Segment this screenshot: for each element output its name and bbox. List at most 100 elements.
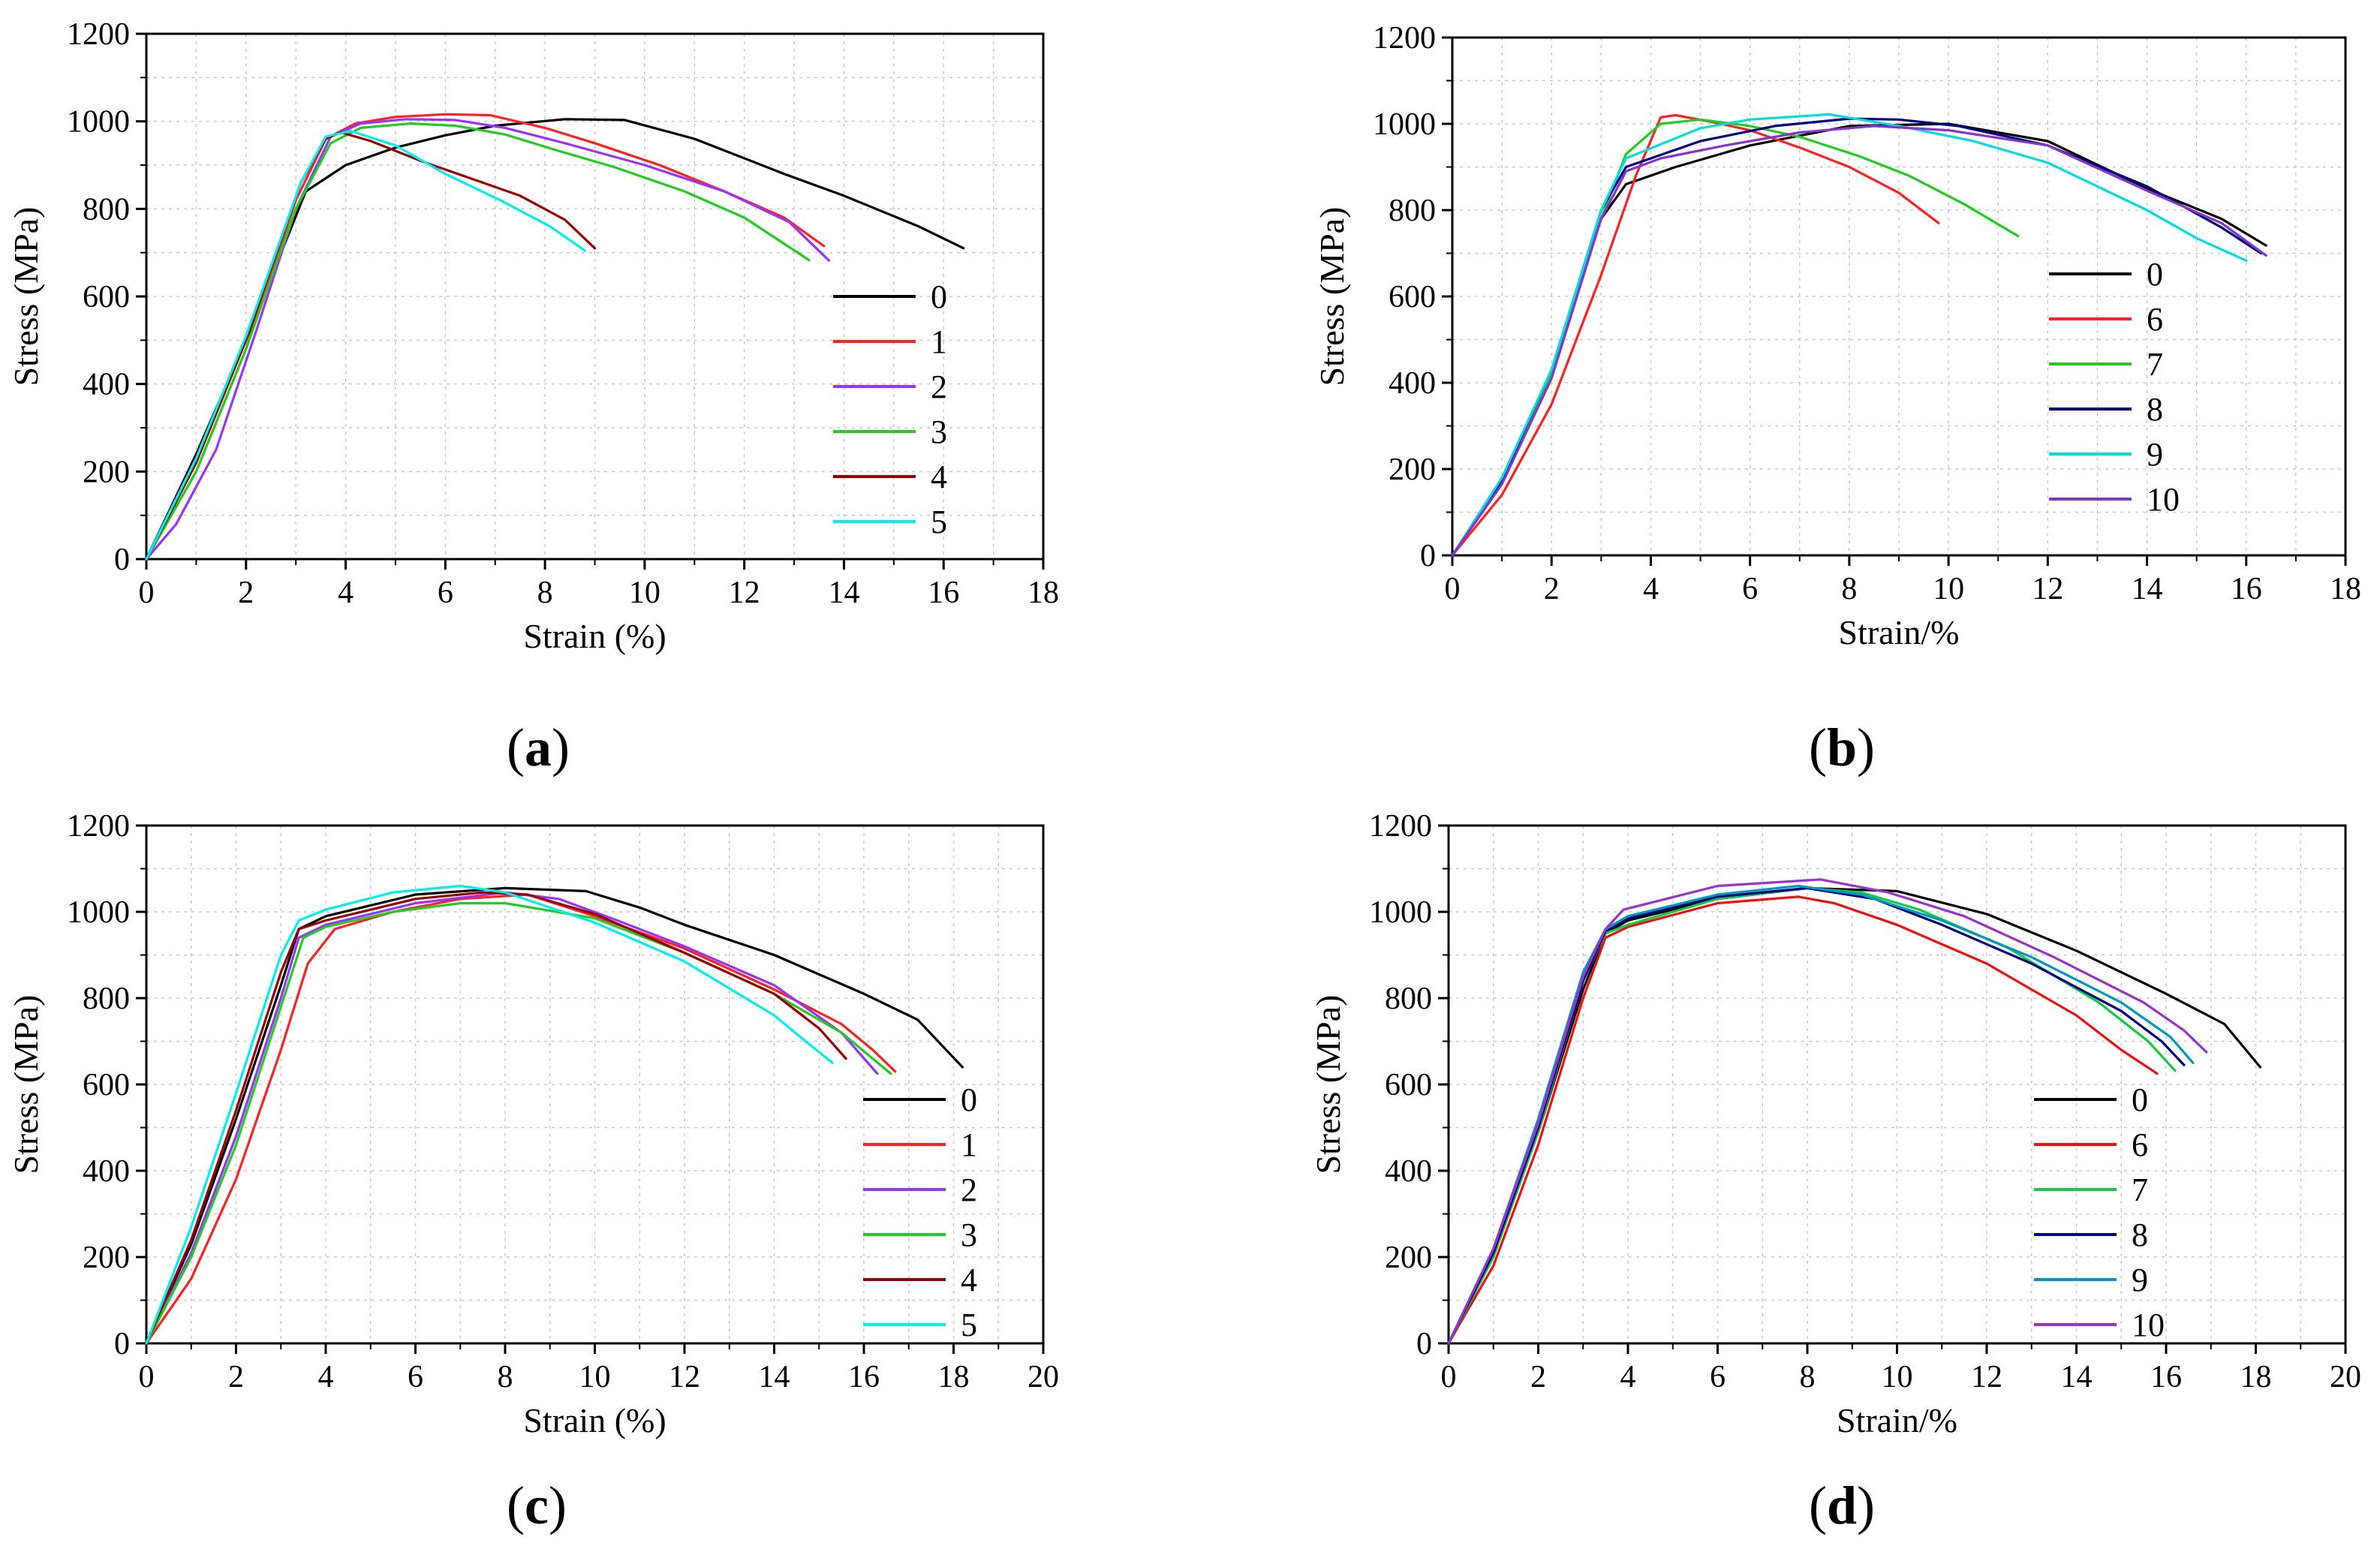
series-line-10 [1447, 878, 2208, 1345]
series-line-9 [1451, 113, 2248, 557]
y-axis-label: Stress (MPa) [7, 995, 45, 1175]
x-axis-label: Strain (%) [523, 1401, 666, 1439]
y-tick-label: 600 [83, 280, 130, 314]
legend-label-8: 8 [2132, 1217, 2148, 1253]
x-tick-label: 2 [1544, 572, 1560, 606]
x-tick-label: 20 [1028, 1360, 1059, 1394]
series-line-5 [145, 884, 834, 1345]
series-line-7 [1447, 886, 2177, 1345]
legend-label-3: 3 [961, 1217, 977, 1253]
chart-panel-a: 0 2 4 6 8 10 12 14 16 18 0 200 400 600 800 1000 1200 Stra… [0, 0, 1088, 683]
y-tick-label: 200 [83, 1241, 130, 1275]
legend-label-0: 0 [2147, 256, 2163, 293]
y-tick-label: 400 [83, 1154, 130, 1189]
panel-label-c: (c) [507, 1475, 567, 1535]
x-tick-label: 6 [1742, 572, 1758, 606]
series-line-2 [145, 891, 879, 1345]
series-line-9 [1447, 884, 2195, 1345]
x-tick-label: 0 [1445, 572, 1461, 606]
y-tick-label: 400 [1389, 366, 1436, 401]
y-tick-label: 600 [1385, 1068, 1432, 1102]
x-tick-label: 14 [2132, 572, 2163, 606]
x-tick-label: 8 [1841, 572, 1857, 606]
x-tick-label: 16 [848, 1360, 880, 1394]
series-line-5 [145, 129, 586, 561]
legend-label-2: 2 [931, 368, 947, 405]
x-tick-label: 2 [238, 576, 254, 610]
y-tick-label: 200 [1385, 1241, 1432, 1275]
x-tick-label: 2 [228, 1360, 244, 1394]
x-tick-label: 10 [579, 1360, 611, 1394]
y-tick-label: 200 [1389, 453, 1436, 487]
x-tick-label: 12 [669, 1360, 700, 1394]
legend-label-1: 1 [931, 323, 947, 360]
panel-label-d: (d) [1809, 1475, 1876, 1535]
legend-label-2: 2 [961, 1172, 977, 1208]
y-tick-label: 1000 [67, 895, 130, 930]
x-tick-label: 6 [438, 576, 453, 610]
y-tick-label: 1200 [67, 809, 130, 844]
legend-label-1: 1 [961, 1126, 977, 1163]
x-axis-label: Strain (%) [523, 617, 666, 655]
y-tick-label: 400 [1385, 1154, 1432, 1189]
x-axis-label: Strain/% [1837, 1401, 1957, 1439]
y-axis-label: Stress (MPa) [1313, 207, 1351, 386]
x-tick-label: 6 [408, 1360, 423, 1394]
series-line-8 [1447, 886, 2186, 1345]
x-tick-label: 16 [928, 576, 959, 610]
x-tick-label: 18 [938, 1360, 970, 1394]
legend-label-9: 9 [2147, 436, 2163, 473]
x-tick-label: 4 [338, 576, 354, 610]
x-tick-label: 16 [2231, 572, 2262, 606]
x-tick-label: 4 [1620, 1360, 1636, 1394]
y-tick-label: 1000 [1373, 107, 1436, 142]
chart-svg-d: 0 2 4 6 8 10 12 14 16 18 20020040060080010001200St… [1309, 809, 2361, 1439]
x-tick-label: 8 [537, 576, 553, 610]
y-axis-label: Stress (MPa) [1309, 995, 1347, 1175]
series-line-8 [1451, 117, 2263, 557]
y-tick-label: 0 [1416, 1327, 1432, 1361]
x-tick-label: 14 [828, 576, 859, 610]
legend-label-7: 7 [2147, 346, 2163, 383]
legend-label-10: 10 [2147, 481, 2180, 518]
x-tick-label: 12 [2032, 572, 2063, 606]
y-tick-label: 0 [1420, 539, 1436, 573]
x-tick-label: 0 [1441, 1360, 1457, 1394]
x-tick-label: 0 [139, 576, 155, 610]
x-tick-label: 18 [2330, 572, 2361, 606]
y-tick-label: 200 [83, 455, 130, 489]
x-tick-label: 12 [1971, 1360, 2002, 1394]
x-tick-label: 20 [2330, 1360, 2361, 1394]
y-tick-label: 800 [1385, 982, 1432, 1016]
x-tick-label: 18 [2240, 1360, 2272, 1394]
y-tick-label: 600 [83, 1068, 130, 1102]
chart-panel-d: 0 2 4 6 8 10 12 14 16 18 20 0 200 400 600 800 1000 1200 St… [1291, 792, 2380, 1467]
legend-label-4: 4 [961, 1262, 977, 1298]
x-tick-label: 4 [318, 1360, 334, 1394]
x-tick-label: 4 [1643, 572, 1659, 606]
panel-label-a: (a) [507, 717, 570, 778]
panel-label-b: (b) [1809, 717, 1876, 778]
legend-label-10: 10 [2132, 1307, 2165, 1343]
y-tick-label: 600 [1389, 280, 1436, 314]
legend-label-7: 7 [2132, 1172, 2148, 1208]
x-tick-label: 10 [1933, 572, 1964, 606]
series-line-1 [145, 893, 897, 1345]
legend-label-9: 9 [2132, 1262, 2148, 1298]
series-line-0 [145, 118, 965, 561]
x-tick-label: 14 [2061, 1360, 2093, 1394]
legend-label-0: 0 [2132, 1081, 2148, 1118]
y-axis-label: Stress (MPa) [7, 207, 45, 386]
y-tick-label: 1000 [1369, 895, 1432, 930]
chart-svg-a: 0 2 4 6 8 10 12 14 16 18020040060080010001200Stra… [7, 17, 1059, 655]
legend-label-3: 3 [931, 414, 947, 450]
legend-label-0: 0 [931, 278, 947, 315]
series-line-3 [145, 122, 811, 561]
chart-svg-c: 0 2 4 6 8 10 12 14 16 18 20020040060080010001200St… [7, 809, 1059, 1439]
y-tick-label: 1000 [67, 105, 130, 140]
x-tick-label: 14 [759, 1360, 790, 1394]
x-tick-label: 6 [1710, 1360, 1726, 1394]
chart-panel-c: 0 2 4 6 8 10 12 14 16 18 20 0 200 400 600 800 1000 1200 St… [0, 792, 1088, 1467]
legend-label-6: 6 [2147, 301, 2163, 338]
